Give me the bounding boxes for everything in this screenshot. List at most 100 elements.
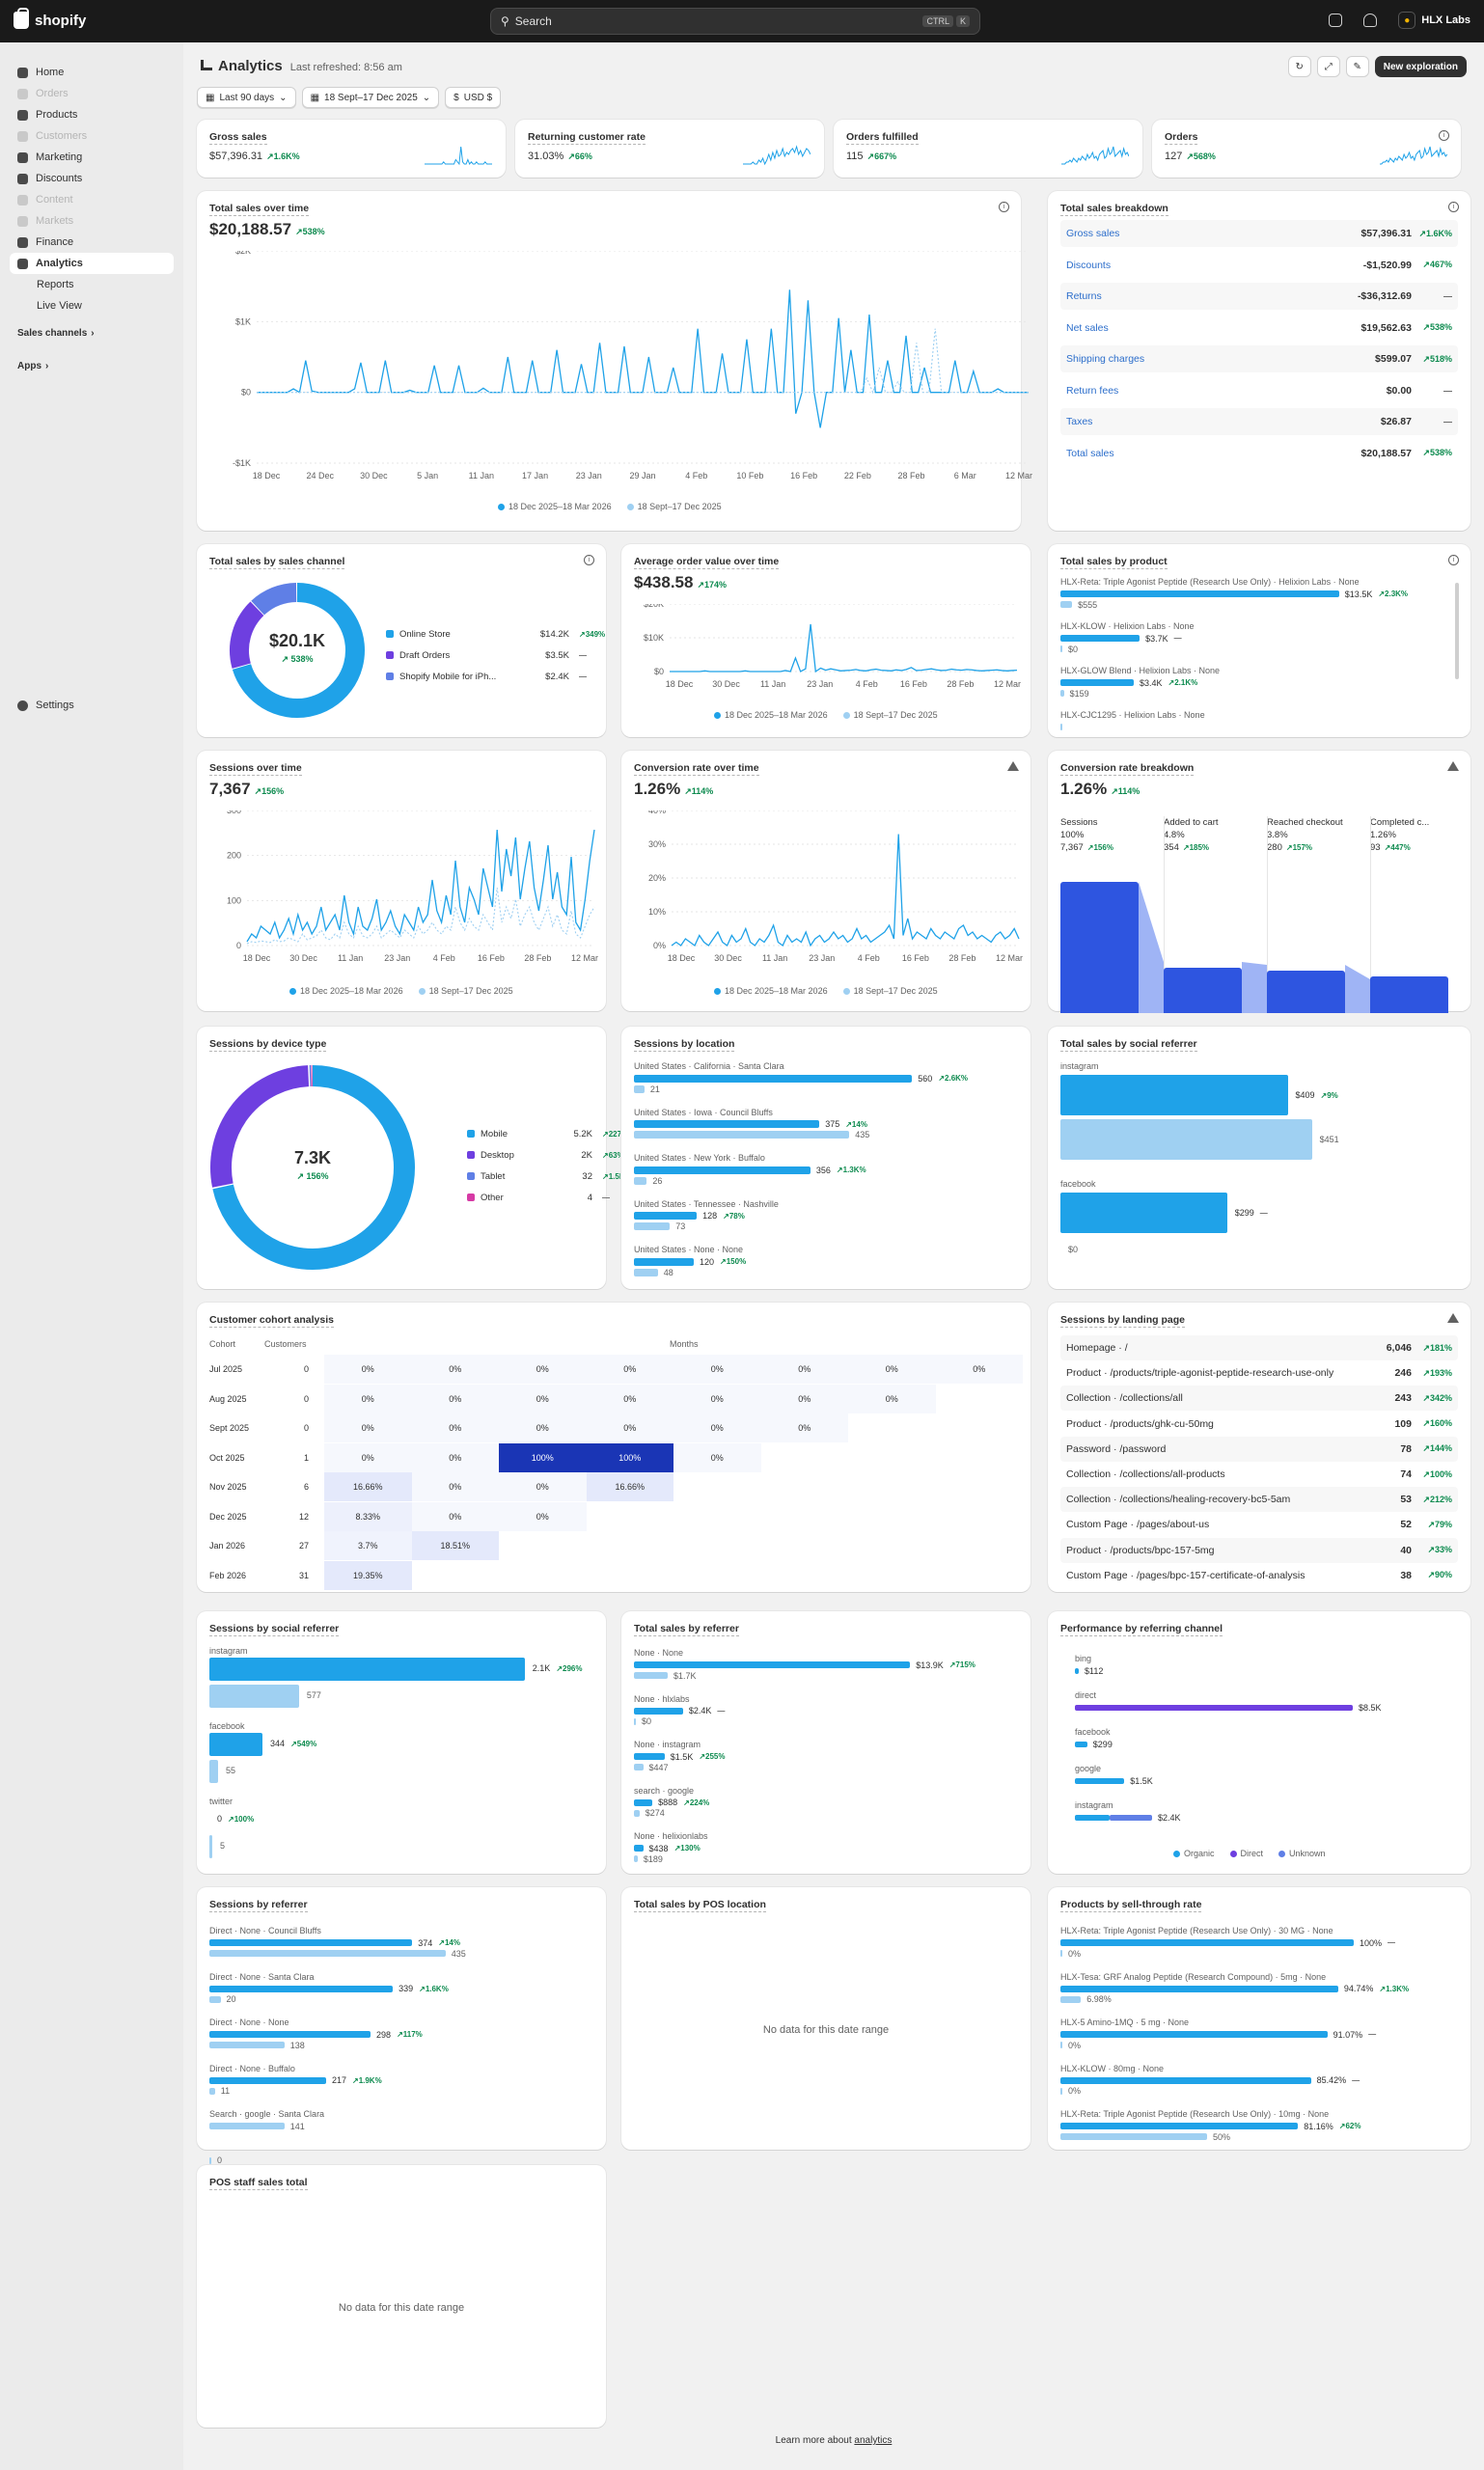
bar-row[interactable]: HLX-GLOW Blend · Helixion Labs · None $3.…: [1060, 666, 1450, 699]
legend-row[interactable]: Online Store $14.2K ↗349%: [386, 623, 605, 645]
breakdown-label[interactable]: Total sales: [1066, 447, 1114, 459]
bar-fill-previous[interactable]: [634, 1131, 850, 1139]
bar-row[interactable]: HLX-Reta: Triple Agonist Peptide (Resear…: [1060, 2109, 1450, 2142]
sidebar-sales-channels[interactable]: Sales channels ›: [10, 322, 174, 343]
warning-icon[interactable]: [1447, 761, 1459, 771]
bar-fill-previous[interactable]: [634, 1764, 644, 1770]
bar-row[interactable]: HLX-5 Amino-1MQ · 5 mg · None 91.07% — 0%: [1060, 2017, 1450, 2050]
bar-fill-previous[interactable]: [209, 2042, 285, 2048]
bar-row[interactable]: None · instagram $1.5K ↗255% $447: [634, 1740, 1037, 1772]
legend-row[interactable]: Tablet 32 ↗1.5K%: [467, 1166, 632, 1187]
bar-row[interactable]: Direct · None · Council Bluffs 374 ↗14% 435: [209, 1926, 584, 1959]
bar-row[interactable]: HLX-Tesa: GRF Analog Peptide (Research C…: [1060, 1972, 1450, 2005]
donut-slice[interactable]: [251, 583, 297, 616]
sidebar-item-orders[interactable]: Orders: [10, 83, 174, 104]
breakdown-label[interactable]: Net sales: [1066, 321, 1109, 334]
bar-fill-previous[interactable]: [1060, 690, 1064, 697]
funnel-step[interactable]: Reached checkout 3.8% 280 ↗157%: [1267, 816, 1370, 854]
warning-icon[interactable]: [1447, 1313, 1459, 1323]
cohort-cell[interactable]: 0%: [848, 1384, 936, 1413]
cohort-cell[interactable]: 0%: [586, 1384, 673, 1413]
currency-filter[interactable]: $ USD $: [445, 87, 502, 108]
legend-item[interactable]: 18 Sept–17 Dec 2025: [842, 986, 938, 996]
landing-row[interactable]: Password · /password 78 ↗144%: [1060, 1436, 1458, 1462]
bar-fill-previous[interactable]: [634, 1672, 668, 1679]
bar-row[interactable]: google $1.5K: [1075, 1764, 1461, 1786]
cohort-cell[interactable]: 100%: [586, 1442, 673, 1472]
bar-fill[interactable]: [1060, 2031, 1328, 2038]
landing-row[interactable]: Product · /products/ghk-cu-50mg 109 ↗160%: [1060, 1411, 1458, 1437]
cohort-cell[interactable]: 3.7%: [324, 1531, 412, 1560]
series-line-previous[interactable]: [257, 328, 1029, 395]
sidebar-item-home[interactable]: Home: [10, 62, 174, 83]
landing-row[interactable]: Product · /products/bpc-157-5mg 40 ↗33%: [1060, 1537, 1458, 1563]
sessions-by-device-card-title[interactable]: Sessions by device type: [209, 1038, 327, 1052]
new-exploration-button[interactable]: New exploration: [1374, 56, 1467, 77]
bar-fill-previous[interactable]: [1060, 2087, 1062, 2095]
breakdown-label[interactable]: Gross sales: [1066, 228, 1120, 239]
bar-fill-previous[interactable]: [634, 1855, 638, 1862]
legend-item[interactable]: 18 Sept–17 Dec 2025: [418, 986, 513, 996]
conversion-rate-over-time-card-title[interactable]: Conversion rate over time: [634, 762, 759, 776]
cohort-cell[interactable]: 0%: [760, 1384, 848, 1413]
bar-fill[interactable]: [634, 1212, 698, 1220]
sessions-by-landing-page-card-title[interactable]: Sessions by landing page: [1060, 1314, 1185, 1328]
bar-fill[interactable]: [209, 1985, 394, 1992]
cohort-cell[interactable]: 0%: [499, 1384, 587, 1413]
sales-by-pos-location-card-title[interactable]: Total sales by POS location: [634, 1899, 766, 1912]
sidebar-item-content[interactable]: Content: [10, 189, 174, 210]
breakdown-label[interactable]: Taxes: [1066, 416, 1093, 427]
legend-item[interactable]: 18 Sept–17 Dec 2025: [842, 710, 938, 720]
bar-fill-previous[interactable]: [209, 1835, 212, 1858]
bar-fill[interactable]: [1060, 679, 1134, 686]
breakdown-label[interactable]: Returns: [1066, 290, 1102, 302]
bar-fill-previous[interactable]: [634, 1222, 671, 1230]
cohort-cell[interactable]: 0%: [586, 1413, 673, 1442]
shopify-logo[interactable]: shopify: [14, 8, 86, 29]
breakdown-row[interactable]: Return fees $0.00 —: [1060, 376, 1458, 404]
bar-fill[interactable]: [1060, 2076, 1311, 2084]
kpi-card-orders-title[interactable]: Orders: [1165, 131, 1198, 145]
bar-fill[interactable]: [634, 1120, 820, 1128]
bar-fill[interactable]: [209, 1658, 525, 1681]
analytics-link[interactable]: analytics: [854, 2435, 893, 2446]
info-icon[interactable]: i: [1448, 555, 1459, 565]
funnel-bar[interactable]: [1370, 976, 1448, 1013]
sidebar-item-products[interactable]: Products: [10, 104, 174, 125]
sessions-by-social-referrer-card-title[interactable]: Sessions by social referrer: [209, 1623, 340, 1636]
bar-fill[interactable]: [1060, 1939, 1354, 1946]
donut-slice[interactable]: [210, 1065, 310, 1188]
cohort-cell[interactable]: 0%: [760, 1413, 848, 1442]
bar-fill[interactable]: [1075, 1741, 1087, 1747]
cohort-cell[interactable]: 0%: [324, 1413, 412, 1442]
store-switcher[interactable]: ● HLX Labs: [1398, 12, 1470, 29]
series-line-current[interactable]: [257, 289, 1029, 428]
bar-fill-previous[interactable]: [209, 2123, 285, 2129]
landing-row[interactable]: Product · /products/triple-agonist-pepti…: [1060, 1360, 1458, 1386]
cohort-cell[interactable]: 0%: [586, 1355, 673, 1384]
inbox-icon[interactable]: [1329, 14, 1343, 27]
bar-row[interactable]: instagram $2.4K: [1075, 1800, 1461, 1823]
series-line-current[interactable]: [246, 829, 595, 943]
bar-row[interactable]: None · helixionlabs $438 ↗130% $189: [634, 1831, 1037, 1864]
cohort-cell[interactable]: 18.51%: [411, 1531, 499, 1560]
breakdown-row[interactable]: Net sales $19,562.63 ↗538%: [1060, 314, 1458, 342]
avg-order-value-card-title[interactable]: Average order value over time: [634, 556, 780, 569]
bar-fill-previous[interactable]: [1060, 601, 1073, 608]
bar-fill-previous[interactable]: [634, 1809, 640, 1817]
conversion-breakdown-card-title[interactable]: Conversion rate breakdown: [1060, 762, 1195, 776]
kpi-card-orders-fulfilled-title[interactable]: Orders fulfilled: [846, 131, 919, 145]
bar-row[interactable]: HLX-KLOW · Helixion Labs · None $3.7K — $0: [1060, 621, 1450, 654]
performance-by-referring-channel-card-title[interactable]: Performance by referring channel: [1060, 1623, 1223, 1636]
bar-row[interactable]: direct $8.5K: [1075, 1690, 1461, 1713]
bar-fill-previous[interactable]: [209, 1995, 221, 2003]
legend-row[interactable]: Shopify Mobile for iPh... $2.4K —: [386, 666, 605, 687]
bar-fill-previous[interactable]: [634, 1717, 636, 1725]
bar-fill[interactable]: [209, 2076, 326, 2084]
cohort-cell[interactable]: 16.66%: [324, 1472, 412, 1501]
sidebar-item-markets[interactable]: Markets: [10, 210, 174, 232]
breakdown-label[interactable]: Return fees: [1066, 384, 1119, 397]
cohort-cell[interactable]: 0%: [760, 1355, 848, 1384]
bar-fill-previous[interactable]: [1060, 645, 1062, 652]
bar-fill-previous[interactable]: [209, 1685, 299, 1708]
